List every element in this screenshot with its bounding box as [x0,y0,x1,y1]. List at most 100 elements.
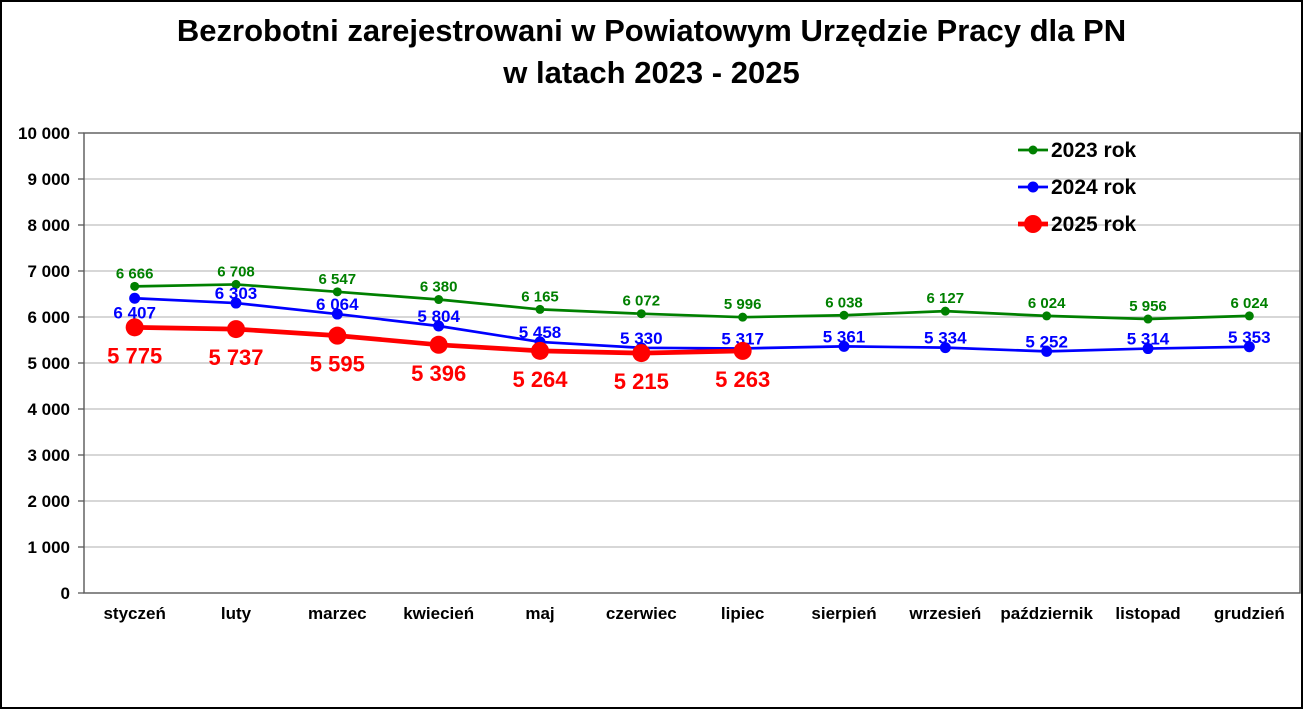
legend-item: 2025 rok [1018,213,1137,236]
data-label: 5 252 [1025,332,1068,351]
data-label: 6 024 [1231,295,1269,312]
x-axis-label: luty [221,604,252,623]
data-label: 5 956 [1129,298,1167,315]
y-axis-label: 4 000 [27,400,70,419]
data-label: 5 264 [512,367,568,392]
y-axis-label: 6 000 [27,308,70,327]
data-point-marker [839,310,849,320]
y-axis-label: 5 000 [27,354,70,373]
data-label: 5 361 [823,327,866,346]
chart-title: Bezrobotni zarejestrowani w Powiatowym U… [2,10,1301,94]
data-label: 5 737 [208,345,263,370]
data-point-marker [838,340,850,352]
data-point-marker [939,342,951,354]
data-label: 6 666 [116,265,154,282]
x-axis-label: grudzień [1214,604,1285,623]
data-label: 6 380 [420,279,458,296]
data-point-marker [328,326,347,345]
x-axis-label: lipiec [721,604,764,623]
data-point-marker [331,308,343,320]
chart-title-line2: w latach 2023 - 2025 [503,55,800,90]
y-axis-label: 7 000 [27,262,70,281]
data-point-marker [940,306,950,316]
data-label: 6 127 [927,290,965,307]
chart-title-line1: Bezrobotni zarejestrowani w Powiatowym U… [176,13,1127,48]
data-point-marker [125,318,144,337]
data-label: 6 303 [215,284,258,303]
data-label: 5 334 [924,329,967,348]
x-axis-label: styczeń [103,604,165,623]
data-label: 6 064 [316,295,359,314]
x-axis-label: wrzesień [908,604,981,623]
legend-label: 2024 rok [1051,176,1137,199]
y-axis-label: 3 000 [27,446,70,465]
legend: 2023 rok 2024 rok 2025 rok [1018,139,1137,236]
data-label: 5 215 [614,369,669,394]
data-label: 6 165 [521,288,559,305]
data-label: 5 314 [1127,330,1170,349]
data-label: 6 072 [623,293,661,310]
data-label: 5 353 [1228,328,1271,347]
y-axis-label: 9 000 [27,170,70,189]
data-point-marker [433,320,445,332]
data-label: 6 038 [825,294,863,311]
data-point-marker [636,309,646,319]
x-axis-label: kwiecień [403,604,474,623]
data-point-marker [1041,345,1053,357]
series-line [134,296,1250,353]
data-point-marker [434,295,444,305]
x-axis-label: październik [1000,604,1093,623]
data-point-marker [129,292,141,304]
y-axis-label: 10 000 [18,124,70,143]
data-label: 6 547 [319,271,357,288]
y-axis-label: 8 000 [27,216,70,235]
legend-swatch-marker [1027,181,1039,193]
data-point-marker [733,341,752,360]
x-axis-label: maj [525,604,554,623]
x-axis-label: sierpień [811,604,876,623]
y-axis-label: 0 [61,584,70,603]
legend-label: 2025 rok [1051,213,1137,236]
data-label: 5 458 [519,323,562,342]
data-label: 5 317 [721,329,764,348]
legend-swatch-marker [1028,145,1038,155]
data-label: 5 396 [411,361,466,386]
series-2024-rok: 6 407 6 303 6 064 5 804 5 458 5 330 5 317 5 361… [113,284,1271,357]
data-point-marker [227,320,245,339]
x-axis-label: listopad [1115,604,1180,623]
data-point-marker [332,287,342,297]
data-label: 5 804 [417,307,460,326]
x-axis-label: marzec [308,604,367,623]
series-2025-rok: 5 775 5 737 5 595 5 396 5 264 5 215 5 263 [107,318,770,394]
data-label: 6 407 [113,303,156,322]
x-axis-label: czerwiec [606,604,677,623]
series-line [134,283,1250,321]
data-point-marker [1244,311,1254,321]
legend-item: 2023 rok [1018,139,1137,162]
data-point-marker [531,341,549,360]
data-label: 5 330 [620,329,663,348]
data-point-marker [130,281,140,291]
data-point-marker [429,335,448,354]
legend-label: 2023 rok [1051,139,1137,162]
data-point-marker [1142,343,1154,355]
y-axis-label: 2 000 [27,492,70,511]
data-label: 5 595 [310,352,365,377]
data-label: 5 775 [107,343,162,368]
data-label: 6 024 [1028,295,1066,312]
y-axis-label: 1 000 [27,538,70,557]
data-label: 5 996 [724,296,762,313]
data-point-marker [1243,341,1255,353]
data-point-marker [738,312,748,322]
legend-swatch-marker [1024,215,1042,233]
data-point-marker [231,279,241,289]
data-point-marker [1042,311,1052,321]
legend-item: 2024 rok [1018,176,1137,199]
data-point-marker [1143,314,1153,324]
data-point-marker [632,344,651,363]
series-2023-rok: 6 666 6 708 6 547 6 380 6 165 6 072 5 996 6 038… [116,263,1269,324]
data-point-marker [535,304,545,314]
data-label: 5 263 [715,367,770,392]
